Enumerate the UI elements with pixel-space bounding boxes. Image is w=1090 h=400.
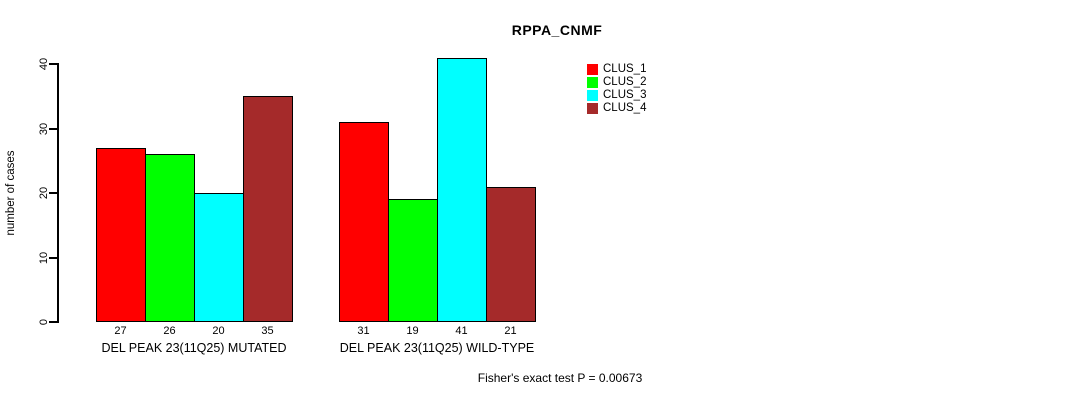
y-axis-tick	[49, 192, 57, 194]
bar	[486, 186, 536, 322]
bar-value-label: 31	[357, 325, 370, 337]
legend-swatch	[587, 77, 598, 88]
bar-value-label: 26	[163, 325, 176, 337]
legend-item-label: CLUS_2	[603, 76, 647, 88]
y-axis-tick	[49, 63, 57, 65]
y-tick-label: 0	[38, 318, 50, 326]
legend-item-label: CLUS_3	[603, 89, 647, 101]
legend-item: CLUS_2	[587, 76, 646, 89]
bar	[339, 122, 389, 322]
annotation-text: Fisher's exact test P = 0.00673	[477, 371, 643, 385]
y-axis-tick	[49, 256, 57, 259]
y-axis-line	[57, 63, 59, 323]
y-tick-label: 30	[38, 122, 50, 135]
y-tick-label: 10	[38, 251, 50, 264]
bar-value-label: 27	[114, 325, 127, 337]
legend-swatch	[587, 64, 598, 75]
legend-item: CLUS_4	[587, 102, 646, 115]
bar-value-label: 20	[212, 325, 225, 337]
y-axis-tick	[49, 127, 57, 130]
legend-swatch	[587, 90, 598, 101]
legend-item-label: CLUS_1	[603, 63, 647, 75]
bar	[194, 193, 244, 322]
bar	[437, 57, 487, 322]
legend-swatch	[587, 103, 598, 114]
legend-item: CLUS_3	[587, 89, 646, 102]
bar	[243, 96, 293, 322]
bar	[388, 199, 438, 322]
y-tick-label: 20	[38, 186, 50, 200]
y-tick-label: 40	[38, 57, 50, 71]
chart-title: RPPA_CNMF	[511, 22, 603, 38]
legend: CLUS_1 CLUS_2 CLUS_3 CLUS_4	[587, 63, 646, 115]
bar	[145, 154, 195, 322]
bar-value-label: 35	[261, 325, 274, 337]
bar	[96, 147, 146, 322]
legend-item: CLUS_1	[587, 63, 646, 76]
bar-value-label: 41	[455, 325, 468, 337]
y-axis-tick	[49, 321, 57, 323]
y-axis-label: number of cases	[5, 150, 17, 236]
legend-item-label: CLUS_4	[603, 102, 647, 114]
bar-value-label: 19	[406, 325, 419, 337]
group-label: DEL PEAK 23(11Q25) MUTATED	[101, 341, 287, 355]
group-label: DEL PEAK 23(11Q25) WILD-TYPE	[339, 341, 535, 355]
bar-value-label: 21	[504, 325, 517, 337]
